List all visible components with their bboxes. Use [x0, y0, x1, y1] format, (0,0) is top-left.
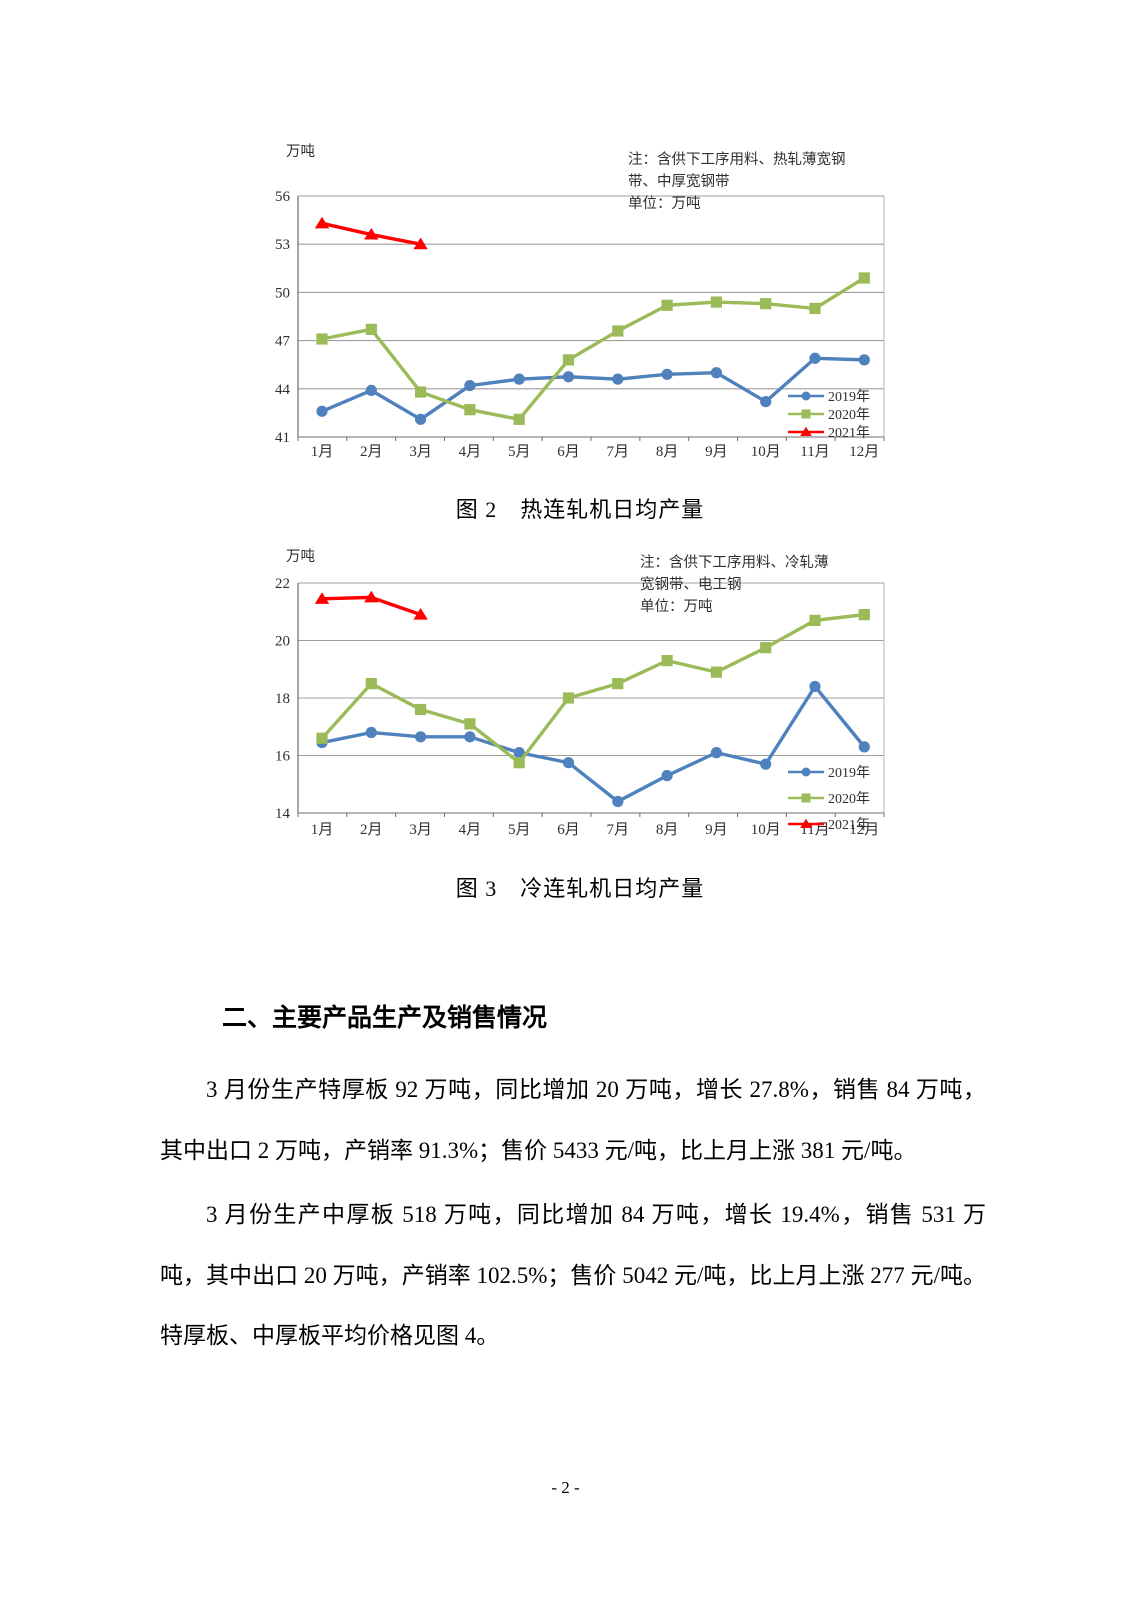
x-axis-labels: 1月 2月 3月 4月 5月 6月 7月 8月 9月 10月 11月 12月 — [311, 822, 880, 838]
svg-text:宽钢带、电工钢: 宽钢带、电工钢 — [640, 576, 742, 593]
svg-text:50: 50 — [275, 285, 290, 301]
svg-text:9月: 9月 — [705, 822, 728, 838]
body-text-block: 二、主要产品生产及销售情况 3 月份生产特厚板 92 万吨，同比增加 20 万吨… — [160, 998, 986, 1371]
svg-text:4月: 4月 — [459, 444, 482, 460]
hot-rolling-daily-output-chart: 41 44 47 50 53 56 1月 2月 3月 4月 5月 6月 7月 8月 9月 10月 11月 12月 万… — [275, 143, 885, 460]
cold-rolling-daily-output-chart: 14161820221月 2月 3月 4月 5月 6月 7月 8月 9月 10月 11月 12月万吨注… — [275, 548, 885, 838]
svg-text:2020年: 2020年 — [828, 407, 870, 423]
svg-text:6月: 6月 — [557, 444, 580, 460]
svg-text:5月: 5月 — [508, 444, 531, 460]
series-2020年 — [316, 609, 870, 769]
svg-text:2019年: 2019年 — [828, 389, 870, 405]
svg-text:1月: 1月 — [311, 822, 334, 838]
svg-text:53: 53 — [275, 237, 290, 253]
svg-text:12月: 12月 — [849, 822, 879, 838]
svg-text:3月: 3月 — [409, 822, 432, 838]
svg-text:2020年: 2020年 — [828, 791, 870, 807]
svg-text:44: 44 — [275, 382, 291, 398]
svg-text:14: 14 — [275, 806, 291, 822]
svg-text:9月: 9月 — [705, 444, 728, 460]
svg-text:7月: 7月 — [607, 822, 630, 838]
figure-2-caption: 图 2 热连轧机日均产量 — [455, 497, 705, 522]
svg-text:5月: 5月 — [508, 822, 531, 838]
svg-text:47: 47 — [275, 334, 291, 350]
svg-text:带、中厚宽钢带: 带、中厚宽钢带 — [628, 173, 730, 190]
svg-text:单位：万吨: 单位：万吨 — [628, 195, 701, 212]
legend: 2019年 2020年 2021年 — [788, 765, 870, 833]
series-2019年 — [316, 680, 870, 808]
svg-text:4月: 4月 — [459, 822, 482, 838]
svg-text:11月: 11月 — [800, 444, 829, 460]
svg-text:10月: 10月 — [751, 444, 781, 460]
svg-text:2019年: 2019年 — [828, 765, 870, 781]
svg-text:18: 18 — [275, 691, 290, 707]
svg-text:1月: 1月 — [311, 444, 334, 460]
svg-text:41: 41 — [275, 430, 290, 446]
svg-text:6月: 6月 — [557, 822, 580, 838]
svg-text:注：含供下工序用料、冷轧薄: 注：含供下工序用料、冷轧薄 — [640, 554, 829, 571]
series-2019年 — [316, 352, 870, 425]
y-axis-unit-label: 万吨 — [286, 548, 315, 565]
legend: 2019年 2020年 2021年 — [788, 389, 870, 441]
svg-text:2月: 2月 — [360, 444, 383, 460]
svg-text:56: 56 — [275, 189, 291, 205]
x-axis-labels: 1月 2月 3月 4月 5月 6月 7月 8月 9月 10月 11月 12月 — [311, 444, 880, 460]
svg-text:16: 16 — [275, 749, 291, 765]
svg-text:20: 20 — [275, 634, 290, 650]
figure-3-caption: 图 3 冷连轧机日均产量 — [455, 876, 705, 901]
gridlines: 14 16 18 20 22 — [275, 576, 885, 822]
paragraph-extra-thick-plate: 3 月份生产特厚板 92 万吨，同比增加 20 万吨，增长 27.8%，销售 8… — [160, 1077, 986, 1163]
svg-text:12月: 12月 — [849, 444, 879, 460]
y-axis-unit-label: 万吨 — [286, 143, 315, 160]
svg-text:7月: 7月 — [607, 444, 630, 460]
svg-text:10月: 10月 — [751, 822, 781, 838]
svg-text:8月: 8月 — [656, 444, 679, 460]
page-number: - 2 - — [551, 1478, 580, 1497]
svg-text:22: 22 — [275, 576, 290, 592]
paragraph-medium-plate: 3 月份生产中厚板 518 万吨，同比增加 84 万吨，增长 19.4%，销售 … — [160, 1202, 986, 1348]
gridlines: 41 44 47 50 53 56 — [275, 189, 885, 446]
series-2021年 — [314, 590, 428, 620]
svg-text:注：含供下工序用料、热轧薄宽钢: 注：含供下工序用料、热轧薄宽钢 — [628, 151, 846, 168]
series-2020年 — [316, 272, 870, 425]
figure-2-hot-rolling: 41 44 47 50 53 56 1月 2月 3月 4月 5月 6月 7月 8月 9月 10月 11月 12月 万… — [250, 138, 910, 524]
svg-text:2021年: 2021年 — [828, 817, 870, 833]
svg-text:8月: 8月 — [656, 822, 679, 838]
series-2021年 — [314, 216, 428, 250]
svg-text:2月: 2月 — [360, 822, 383, 838]
section-heading: 二、主要产品生产及销售情况 — [222, 1004, 548, 1032]
svg-text:3月: 3月 — [409, 444, 432, 460]
svg-text:2021年: 2021年 — [828, 425, 870, 441]
figure-3-cold-rolling: 14 16 18 20 22 1月 2月 3月 4月 5月 6月 7月 8月 9月 10月 11月 12月 万吨注… — [250, 545, 910, 903]
svg-text:单位：万吨: 单位：万吨 — [640, 598, 713, 615]
